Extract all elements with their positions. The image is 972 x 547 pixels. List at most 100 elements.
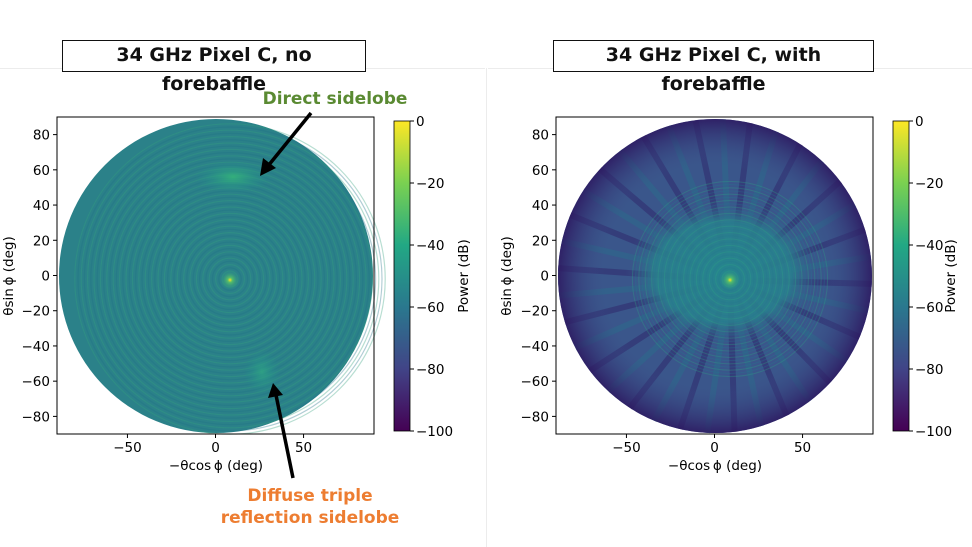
ripple-ring-right-20 bbox=[657, 206, 803, 352]
ripple-ring-left-45 bbox=[77, 126, 383, 432]
colorbar-tick-label-0-2: −40 bbox=[416, 238, 445, 254]
y-tick-label-0-5: −20 bbox=[22, 304, 51, 320]
colorbar-tick-label-1-4: −80 bbox=[915, 362, 944, 378]
ripple-ring-left-12 bbox=[183, 232, 278, 327]
direct-sidelobe-arrowhead bbox=[260, 158, 276, 176]
diffuse-sidelobe-arrow bbox=[274, 394, 295, 479]
y-tick-label-1-6: −40 bbox=[521, 339, 550, 355]
ripple-ring-left-18 bbox=[163, 212, 297, 346]
ripple-ring-left-35 bbox=[109, 158, 351, 400]
ripple-ring-right-6 bbox=[702, 251, 758, 307]
left-panel-title: 34 GHz Pixel C, no forebaffle bbox=[62, 40, 366, 95]
y-tick-label-1-0: 80 bbox=[532, 128, 549, 144]
colorbar-left bbox=[393, 120, 411, 432]
diffuse-sidelobe-blob bbox=[244, 350, 280, 394]
ripple-rings-right bbox=[631, 180, 829, 378]
y-tick-label-0-2: 40 bbox=[33, 198, 50, 214]
ripple-ring-left-39 bbox=[96, 145, 364, 413]
ripple-ring-right-10 bbox=[689, 238, 771, 320]
y-tick-label-0-4: 0 bbox=[41, 269, 50, 285]
ripple-ring-left-6 bbox=[202, 251, 258, 307]
colorbar-tick-label-1-3: −60 bbox=[915, 300, 944, 316]
beam-disk-left bbox=[59, 119, 373, 433]
y-axis-label-left: θsin ϕ (deg) bbox=[1, 236, 17, 315]
colorbar-tick-label-0-1: −20 bbox=[416, 176, 445, 192]
ripple-ring-left-37 bbox=[102, 152, 358, 407]
ripple-ring-left-44 bbox=[80, 129, 380, 429]
ripple-ring-left-24 bbox=[144, 193, 316, 365]
ripple-ring-left-23 bbox=[147, 196, 313, 362]
colorbar-ticks-right: 0 −20 −40 −60 −80 −100 bbox=[909, 114, 952, 440]
colorbar-tick-label-0-0: 0 bbox=[416, 114, 425, 130]
beam-core-right bbox=[625, 200, 821, 344]
ripple-ring-left-9 bbox=[192, 241, 268, 317]
colorbar-tick-label-0-3: −60 bbox=[416, 300, 445, 316]
y-tick-label-1-1: 60 bbox=[532, 163, 549, 179]
ripple-ring-left-19 bbox=[160, 209, 300, 349]
colorbar-label-right: Power (dB) bbox=[943, 239, 959, 312]
x-axis-label-left: −θcos ϕ (deg) bbox=[169, 458, 263, 474]
right-panel-title: 34 GHz Pixel C, with forebaffle bbox=[553, 40, 874, 95]
ripple-ring-right-28 bbox=[631, 180, 829, 378]
ripple-ring-right-25 bbox=[641, 190, 819, 368]
ripple-ring-right-1 bbox=[718, 267, 742, 291]
main-beam-left bbox=[220, 270, 240, 290]
ripple-ring-right-13 bbox=[679, 228, 781, 330]
ripple-ring-right-15 bbox=[673, 222, 787, 336]
colorbar-tick-label-1-2: −40 bbox=[915, 238, 944, 254]
ripple-ring-right-24 bbox=[644, 193, 816, 365]
x-tick-label-0-2: 50 bbox=[295, 440, 312, 456]
right-chart: −50 0 50 80 60 40 20 0 −20 −40 −60 −80 −θcos ϕ (deg… bbox=[499, 114, 959, 474]
panel-divider bbox=[486, 68, 487, 547]
colorbar-tick-label-1-0: 0 bbox=[915, 114, 924, 130]
ripple-ring-left-4 bbox=[208, 257, 252, 301]
ripple-ring-right-8 bbox=[695, 244, 765, 314]
y-tick-label-1-4: 0 bbox=[540, 269, 549, 285]
ripple-ring-left-42 bbox=[87, 136, 373, 422]
ripple-ring-left-22 bbox=[151, 200, 310, 359]
ripple-ring-left-2 bbox=[215, 264, 246, 295]
ripple-ring-right-16 bbox=[670, 219, 790, 339]
y-tick-label-0-1: 60 bbox=[33, 163, 50, 179]
ripple-ring-right-21 bbox=[654, 203, 806, 355]
ripple-ring-left-1 bbox=[218, 267, 242, 291]
ripple-ring-right-7 bbox=[699, 248, 761, 310]
colorbar-ticks-left: 0 −20 −40 −60 −80 −100 bbox=[410, 114, 453, 440]
heatmap-layer-right bbox=[557, 119, 872, 434]
colorbar-tick-label-1-5: −100 bbox=[915, 424, 952, 440]
ripple-ring-left-13 bbox=[179, 228, 281, 330]
ripple-ring-left-41 bbox=[90, 139, 370, 419]
heatmap-layer-left bbox=[59, 119, 386, 435]
colorbar-tick-label-0-5: −100 bbox=[416, 424, 453, 440]
diffuse-sidelobe-annotation: Diffuse triple reflection sidelobe bbox=[215, 485, 405, 529]
ripple-ring-right-17 bbox=[667, 216, 793, 342]
ripple-ring-left-20 bbox=[157, 206, 303, 352]
x-tick-label-1-2: 50 bbox=[794, 440, 811, 456]
ripple-ring-left-16 bbox=[170, 219, 290, 339]
x-tick-label-0-1: 0 bbox=[211, 440, 220, 456]
colorbar-right bbox=[892, 120, 910, 432]
ripple-ring-right-3 bbox=[711, 260, 749, 298]
direct-sidelobe-annotation: Direct sidelobe bbox=[262, 89, 408, 109]
ripple-ring-left-43 bbox=[83, 132, 377, 426]
ripple-ring-left-40 bbox=[93, 142, 367, 416]
y-tick-label-1-5: −20 bbox=[521, 304, 550, 320]
ripple-ring-right-27 bbox=[635, 184, 825, 374]
ripple-ring-left-7 bbox=[199, 248, 262, 311]
ripple-ring-right-14 bbox=[676, 225, 784, 333]
ripple-ring-right-23 bbox=[647, 196, 813, 362]
x-tick-label-0-0: −50 bbox=[113, 440, 142, 456]
colorbar-label-left: Power (dB) bbox=[456, 239, 472, 312]
ripple-ring-right-5 bbox=[705, 254, 755, 304]
x-axis-label-right: −θcos ϕ (deg) bbox=[668, 458, 762, 474]
ripple-ring-right-12 bbox=[683, 232, 777, 326]
ripple-ring-left-10 bbox=[189, 238, 271, 320]
y-tick-label-0-3: 20 bbox=[33, 233, 50, 249]
ripple-ring-right-18 bbox=[663, 212, 797, 346]
diffuse-sidelobe-arrowhead bbox=[268, 383, 283, 398]
x-tick-label-1-1: 0 bbox=[710, 440, 719, 456]
ripple-ring-left-14 bbox=[176, 225, 284, 333]
ripple-ring-left-11 bbox=[186, 235, 274, 323]
y-tick-label-1-8: −80 bbox=[521, 409, 550, 425]
ripple-ring-left-17 bbox=[167, 216, 294, 343]
